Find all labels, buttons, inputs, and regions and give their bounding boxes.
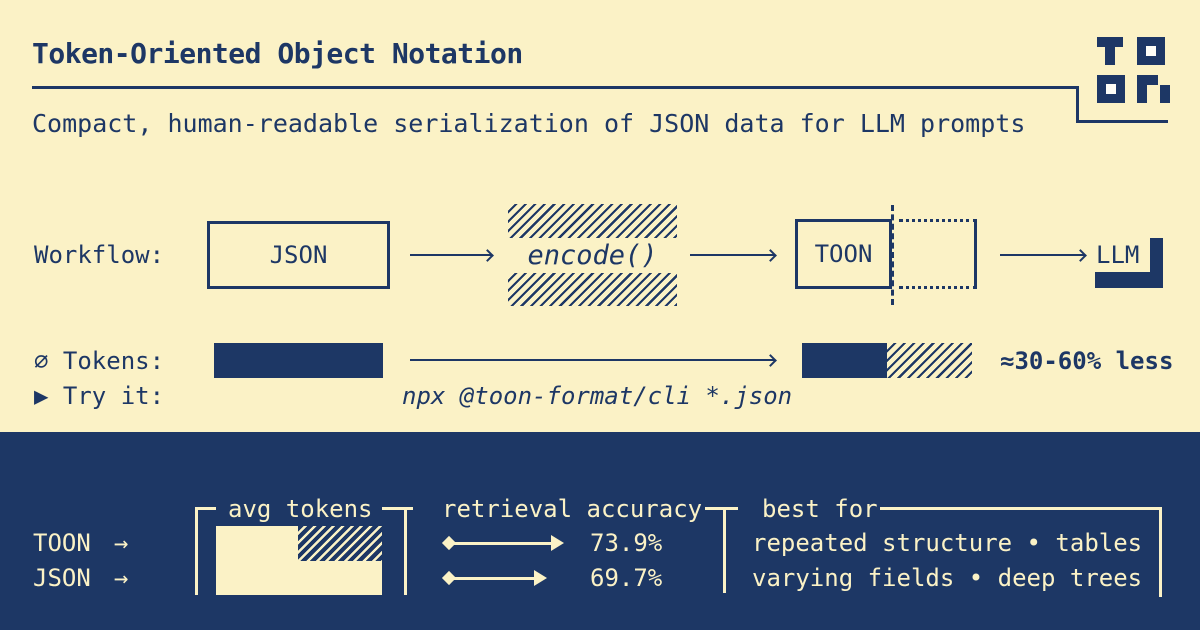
arrow-tokens-reduction-icon xyxy=(410,359,775,361)
toon-output-label: TOON xyxy=(814,240,873,268)
tokens-col-bracket-left xyxy=(195,507,198,595)
json-best-for: varying fields • deep trees xyxy=(752,564,1143,592)
tokens-bar-after xyxy=(802,343,887,378)
toon-best-for: repeated structure • tables xyxy=(752,529,1143,557)
cli-command: npx @toon-format/cli *.json xyxy=(402,382,793,410)
row-label-json: JSON xyxy=(33,564,91,592)
json-source-label: JSON xyxy=(269,241,328,269)
arrow-toon-to-llm-icon xyxy=(1000,254,1085,256)
toon-accuracy-value: 73.9% xyxy=(590,529,663,557)
json-accuracy-value: 69.7% xyxy=(590,564,663,592)
toon-token-bar xyxy=(216,526,298,561)
header-rule xyxy=(32,86,1079,89)
llm-label: LLM xyxy=(1096,241,1140,269)
tokens-col-bracket-right xyxy=(404,507,407,595)
llm-corner-horizontal-icon xyxy=(1095,272,1163,288)
page-subtitle: Compact, human-readable serialization of… xyxy=(32,109,1026,138)
tokens-col-tick-right xyxy=(382,507,413,510)
toon-accuracy-arrow-icon xyxy=(447,535,564,551)
row-arrow-json-icon: → xyxy=(114,564,129,592)
arrow-encode-to-toon-icon xyxy=(690,254,775,256)
row-label-toon: TOON xyxy=(33,529,91,557)
accuracy-col-header: retrieval accuracy xyxy=(442,495,703,523)
row-arrow-toon-icon: → xyxy=(114,529,129,557)
cut-line-icon xyxy=(891,205,894,305)
encode-hatch-top xyxy=(508,204,677,238)
workflow-label: Workflow: xyxy=(34,241,165,269)
best-col-rule xyxy=(880,507,1162,510)
encode-label: encode() xyxy=(527,240,658,271)
best-col-bracket-left xyxy=(723,507,726,593)
header-rule-step xyxy=(1076,86,1079,123)
try-it-label: ▶ Try it: xyxy=(34,382,165,410)
toon-logo xyxy=(1097,37,1170,103)
tokens-savings-note: ≈30-60% less xyxy=(1000,347,1174,375)
arrow-json-to-encode-icon xyxy=(410,254,492,256)
json-source-box: JSON xyxy=(207,221,390,289)
tokens-label: ⌀ Tokens: xyxy=(34,347,165,375)
best-col-header: best for xyxy=(762,495,878,523)
comparison-panel: TOON → JSON → avg tokens retrieval accur… xyxy=(0,432,1200,630)
json-token-bar xyxy=(216,561,382,595)
trimmed-ghost-box xyxy=(899,219,977,289)
tokens-bar-saved-hatch xyxy=(887,343,972,378)
encode-hatch-bottom xyxy=(508,273,677,306)
tokens-bar-before xyxy=(214,343,383,378)
header-rule-tail xyxy=(1076,120,1168,123)
toon-token-saved-hatch xyxy=(298,526,382,561)
json-accuracy-arrow-icon xyxy=(447,570,547,586)
tokens-col-tick-left xyxy=(195,507,216,510)
tokens-col-header: avg tokens xyxy=(228,495,373,523)
best-col-bracket-right xyxy=(1159,507,1162,597)
best-col-tick-left xyxy=(705,507,738,510)
page-title: Token-Oriented Object Notation xyxy=(32,37,523,70)
toon-output-box: TOON xyxy=(795,219,892,289)
